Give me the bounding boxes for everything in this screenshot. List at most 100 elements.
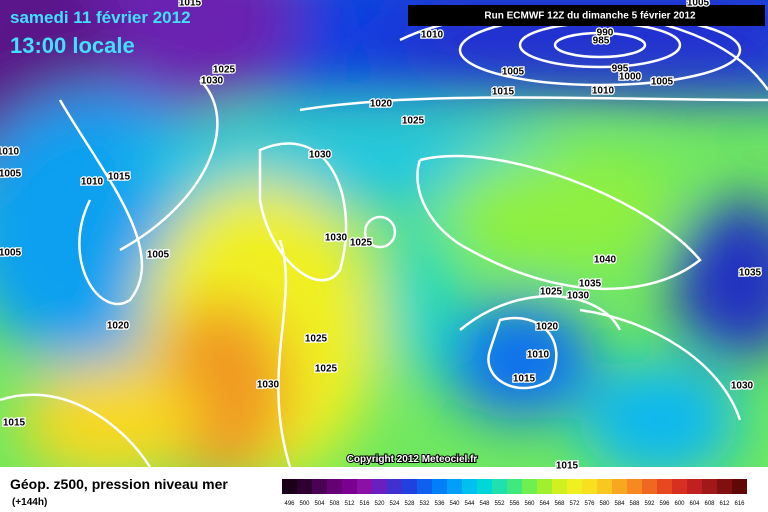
field [0,0,768,467]
scale-label: 528 [404,501,415,507]
footer-title: Géop. z500, pression niveau mer [10,476,228,492]
scale-swatch [702,479,717,494]
scale-label: 540 [449,501,460,507]
footer-lead: (+144h) [12,497,47,508]
scale-label: 532 [419,501,430,507]
time-label: 13:00 locale [10,33,135,58]
scale-swatch [402,479,417,494]
isobar-label: 1025 [315,364,338,375]
scale-swatch [507,479,522,494]
scale-swatch [537,479,552,494]
scale-label: 500 [299,501,310,507]
copyright: Copyright 2012 Meteociel.fr [347,454,478,465]
scale-label: 504 [314,501,325,507]
scale-label: 548 [479,501,490,507]
scale-label: 508 [329,501,340,507]
isobar-label: 1035 [739,268,762,279]
scale-label: 544 [464,501,475,507]
isobar-label: 1040 [594,255,617,266]
scale-label: 584 [614,501,625,507]
isobar-label: 1010 [592,86,615,97]
isobar-label: 1015 [108,172,131,183]
scale-label: 612 [719,501,730,507]
scale-swatch [492,479,507,494]
scale-swatch [462,479,477,494]
run-label: Run ECMWF 12Z du dimanche 5 février 2012 [484,11,696,22]
scale-label: 556 [509,501,520,507]
scale-label: 616 [734,501,745,507]
isobar-label: 1005 [651,77,674,88]
isobar-label: 1030 [325,233,348,244]
scale-swatch [597,479,612,494]
scale-label: 588 [629,501,640,507]
scale-swatch [297,479,312,494]
scale-label: 512 [344,501,355,507]
date-label: samedi 11 février 2012 [10,8,191,27]
scale-label: 604 [689,501,700,507]
scale-label: 560 [524,501,535,507]
isobar-label: 1010 [527,350,550,361]
isobar-label: 1015 [3,418,26,429]
scale-swatch [627,479,642,494]
scale-label: 516 [359,501,370,507]
isobar-label: 990 [597,28,614,39]
scale-swatch [717,479,732,494]
scale-swatch [522,479,537,494]
isobar-label: 1020 [107,321,130,332]
isobar-label: 1015 [179,0,202,9]
scale-label: 520 [374,501,385,507]
scale-swatch [552,479,567,494]
scale-label: 580 [599,501,610,507]
isobar-label: 1010 [421,30,444,41]
isobar-label: 1025 [540,287,563,298]
isobar-label: 1020 [370,99,393,110]
scale-swatch [387,479,402,494]
scale-swatch [612,479,627,494]
scale-swatch [672,479,687,494]
isobar-label: 1035 [579,279,602,290]
scale-label: 576 [584,501,595,507]
isobar-label: 1010 [81,177,104,188]
color-scale: 496 500 504 508 512 516 520 524 528 532 536 540 544 5… [282,479,747,507]
isobar-label: 1025 [402,116,425,127]
scale-swatch [327,479,342,494]
isobar-label: 1030 [201,76,224,87]
isobar-label: 1000 [619,72,642,83]
isobar-label: 1020 [536,322,559,333]
isobar-label: 1025 [213,65,236,76]
scale-label: 600 [674,501,685,507]
isobar-label: 1005 [0,169,22,180]
scale-label: 608 [704,501,715,507]
run-box [408,5,765,26]
isobar-label: 985 [593,36,610,47]
isobar-label: 1030 [567,291,590,302]
isobar-label: 1005 [147,250,170,261]
scale-swatch [657,479,672,494]
scale-label: 568 [554,501,565,507]
isobar-label: 1005 [687,0,710,9]
scale-swatch [312,479,327,494]
scale-swatch [447,479,462,494]
isobar-label: 1010 [0,147,20,158]
scale-label: 524 [389,501,400,507]
isobar-label: 1030 [309,150,332,161]
scale-label: 572 [569,501,580,507]
scale-swatch [582,479,597,494]
scale-label: 596 [659,501,670,507]
isobar-label: 1015 [556,461,579,472]
scale-label: 592 [644,501,655,507]
scale-swatch [372,479,387,494]
scale-swatch [342,479,357,494]
scale-swatch [477,479,492,494]
isobar-label: 1005 [502,67,525,78]
scale-swatch [357,479,372,494]
scale-swatch [732,479,747,494]
scale-label: 496 [284,501,295,507]
scale-swatch [642,479,657,494]
isobar-label: 1015 [492,87,515,98]
scale-swatch [417,479,432,494]
isobar-label: 1030 [731,381,754,392]
